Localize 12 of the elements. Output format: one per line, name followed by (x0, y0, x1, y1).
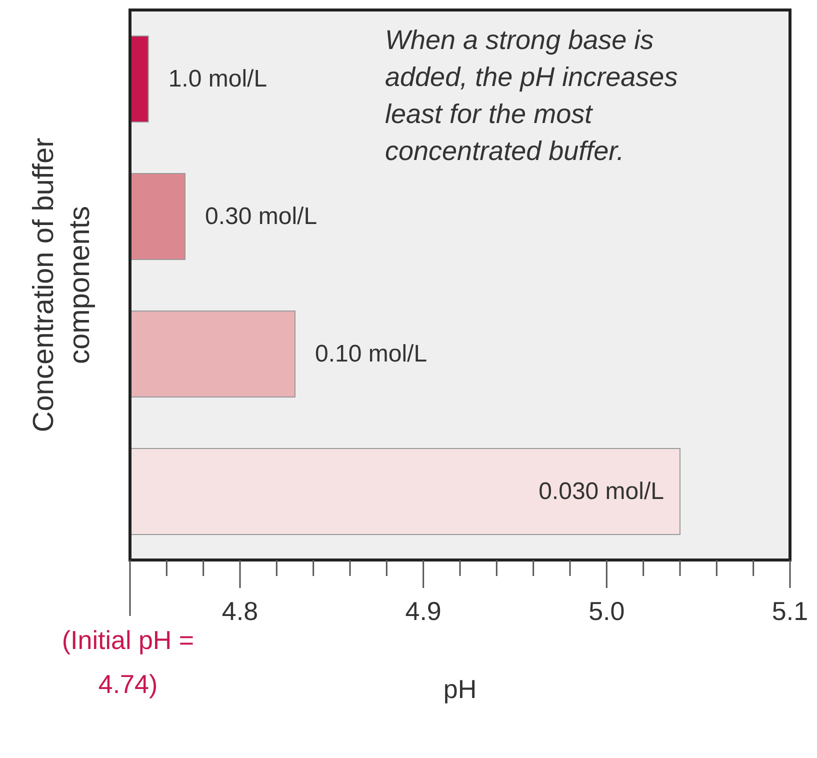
annotation: When a strong base is added, the pH increases least for the most concentrated buffer. (385, 24, 679, 168)
text: (Initial pH = 4.74) (60, 624, 196, 701)
y-axis-title: Concentration of buffer components (27, 136, 97, 434)
x-tick-label: 5.0 (588, 596, 625, 626)
x-axis-title: pH (443, 674, 477, 704)
x-tick-label: 4.8 (222, 596, 258, 626)
y-tick-label: 0.30 mol/L (205, 203, 318, 230)
x-tick-label: 5.1 (772, 596, 808, 626)
y-tick-label: 0.10 mol/L (315, 340, 428, 368)
y-tick-label: 0.030 mol/L (538, 478, 664, 505)
y-tick-label: 1.0 mol/L (168, 66, 268, 92)
x-tick-label: 4.9 (405, 596, 442, 626)
